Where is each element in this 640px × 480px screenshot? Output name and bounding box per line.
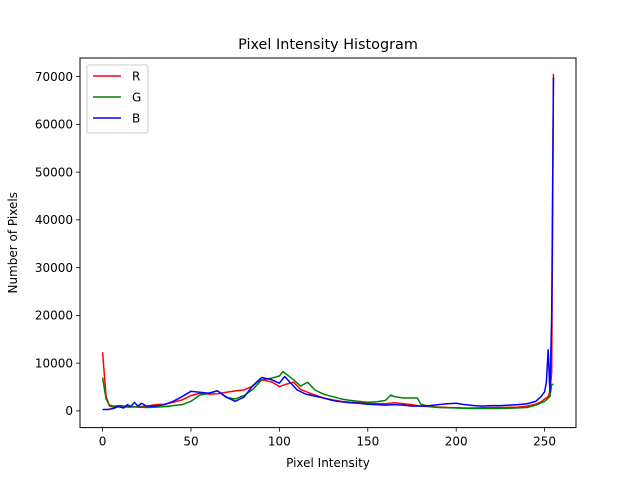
plot-frame xyxy=(79,57,577,429)
y-axis: 0 10000 20000 30000 40000 50000 60000 70000 xyxy=(35,70,80,418)
legend-label-b: B xyxy=(132,111,140,125)
chart-title: Pixel Intensity Histogram xyxy=(238,37,418,53)
series-line-g xyxy=(101,370,554,410)
x-tick-label: 100 xyxy=(268,435,291,449)
legend-label-r: R xyxy=(132,69,140,83)
x-tick-label: 150 xyxy=(356,435,379,449)
y-tick-label: 10000 xyxy=(35,356,73,370)
y-tick-label: 60000 xyxy=(35,118,73,132)
legend: RGB xyxy=(86,64,149,134)
x-axis-label: Pixel Intensity xyxy=(286,456,370,470)
legend-label-g: G xyxy=(132,90,141,104)
x-axis: 0 50 100 150 200 250 xyxy=(99,427,556,449)
legend-entries: RGB xyxy=(93,69,141,125)
legend-box xyxy=(86,64,149,134)
x-tick-label: 200 xyxy=(445,435,468,449)
y-axis-label: Number of Pixels xyxy=(6,192,20,293)
y-tick-label: 30000 xyxy=(35,261,73,275)
y-tick-label: 20000 xyxy=(35,309,73,323)
x-tick-label: 0 xyxy=(99,435,107,449)
series-layer xyxy=(101,73,555,411)
series-line-b xyxy=(102,77,555,411)
x-tick-label: 250 xyxy=(533,435,556,449)
y-tick-label: 40000 xyxy=(35,213,73,227)
x-tick-label: 50 xyxy=(183,435,198,449)
y-tick-label: 50000 xyxy=(35,165,73,179)
y-tick-label: 70000 xyxy=(35,70,73,84)
y-tick-label: 0 xyxy=(65,404,73,418)
